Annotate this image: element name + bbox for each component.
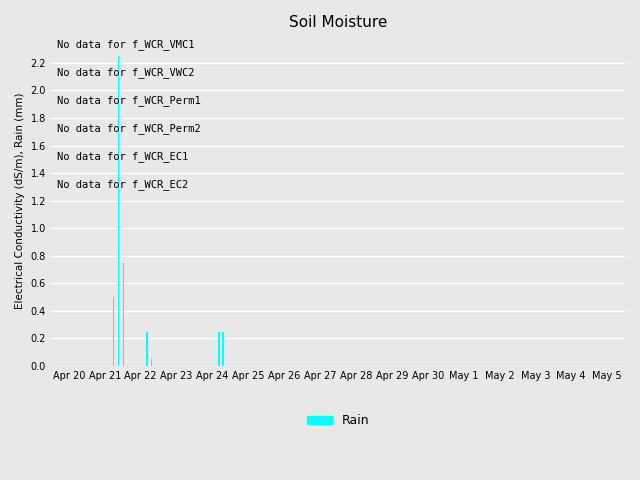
Text: No data for f_WCR_EC2: No data for f_WCR_EC2 [57,179,188,190]
Text: No data for f_WCR_Perm2: No data for f_WCR_Perm2 [57,123,200,134]
Bar [150,359,152,366]
Bar [147,332,148,366]
Text: No data for f_WCR_EC1: No data for f_WCR_EC1 [57,151,188,162]
Text: No data for f_WCR_VMC1: No data for f_WCR_VMC1 [57,38,194,49]
Bar [113,297,115,366]
Bar [118,56,119,366]
Title: Soil Moisture: Soil Moisture [289,15,387,30]
Legend: Rain: Rain [301,409,374,432]
Text: No data for f_WCR_VWC2: No data for f_WCR_VWC2 [57,67,194,78]
Text: No data for f_WCR_Perm1: No data for f_WCR_Perm1 [57,95,200,106]
Bar [123,263,124,366]
Bar [223,332,224,366]
Y-axis label: Electrical Conductivity (dS/m), Rain (mm): Electrical Conductivity (dS/m), Rain (mm… [15,92,25,309]
Bar [218,332,220,366]
